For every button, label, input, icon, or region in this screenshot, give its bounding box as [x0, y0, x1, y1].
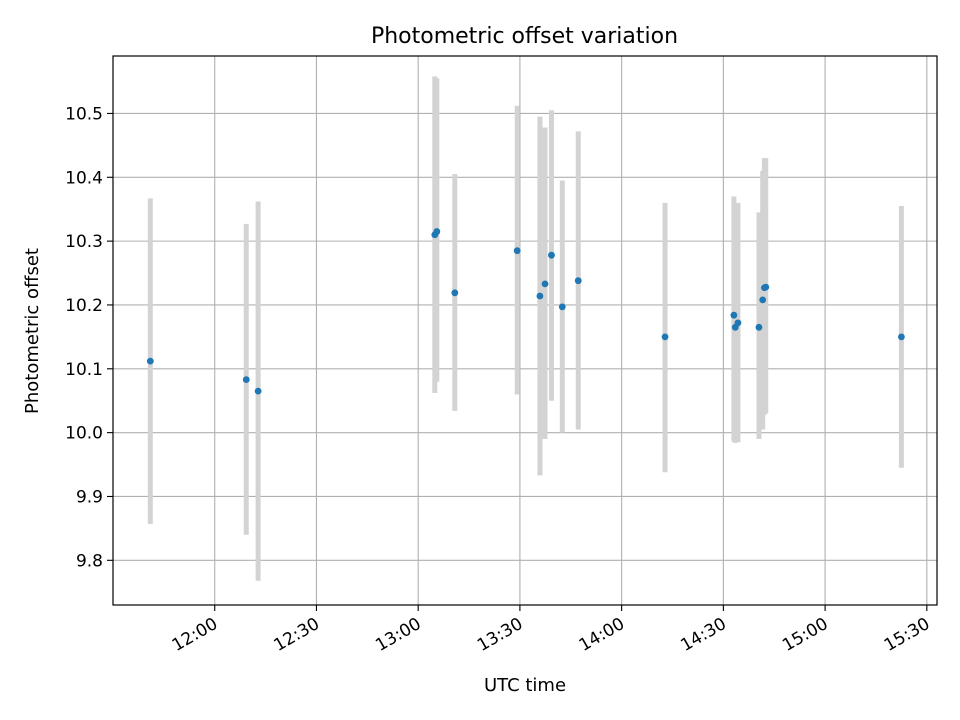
y-tick-label: 10.3 [65, 232, 103, 252]
data-point [541, 280, 549, 288]
data-point [513, 247, 521, 255]
y-tick-label: 10.5 [65, 104, 103, 124]
data-point [548, 251, 555, 259]
data-point [536, 292, 544, 300]
y-tick-label: 9.8 [76, 551, 103, 571]
y-tick-label: 10.2 [65, 296, 103, 316]
data-point [451, 289, 459, 297]
data-point [730, 311, 738, 319]
x-tick-label: 14:00 [576, 614, 628, 656]
x-tick-label: 15:30 [881, 614, 933, 656]
data-point [433, 228, 441, 235]
chart-title: Photometric offset variation [371, 24, 678, 49]
y-axis-ticks: 9.8 9.9 10.0 10.1 10.2 10.3 10.4 10.5 [65, 104, 113, 571]
data-point [762, 283, 770, 291]
data-point [254, 387, 262, 395]
x-tick-label: 15:00 [779, 614, 831, 656]
error-bars [147, 76, 904, 581]
data-point [558, 303, 566, 311]
x-tick-label: 12:30 [271, 614, 323, 656]
x-tick-label: 13:00 [372, 614, 424, 656]
plot-frame [112, 55, 938, 606]
data-point [759, 296, 767, 304]
data-point [897, 333, 905, 341]
data-point [242, 376, 250, 384]
y-tick-label: 10.1 [65, 360, 103, 380]
data-points [146, 228, 905, 395]
y-tick-label: 10.0 [65, 424, 103, 444]
y-tick-label: 10.4 [65, 168, 103, 188]
data-point [734, 319, 742, 327]
x-axis-ticks: 12:00 12:30 13:00 13:30 14:00 14:30 15:00 15:30 [169, 605, 933, 656]
x-tick-label: 12:00 [169, 614, 221, 656]
data-point [755, 323, 763, 331]
x-tick-label: 14:30 [677, 614, 729, 656]
y-axis-label: Photometric offset [22, 248, 43, 414]
data-point [574, 277, 582, 285]
x-tick-label: 13:30 [474, 614, 526, 656]
x-axis-label: UTC time [484, 675, 566, 696]
data-point [661, 333, 669, 341]
data-point [146, 357, 154, 365]
grid [113, 56, 937, 605]
y-tick-label: 9.9 [76, 487, 103, 507]
